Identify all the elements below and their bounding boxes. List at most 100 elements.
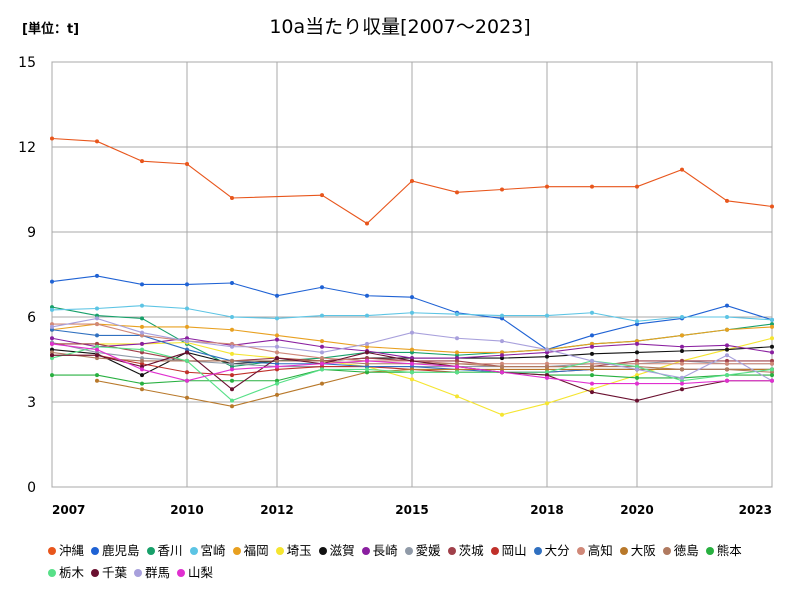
data-point	[410, 310, 414, 315]
data-point	[455, 350, 459, 355]
legend-item: 愛媛	[404, 540, 441, 562]
data-point	[725, 361, 729, 366]
data-point	[230, 387, 234, 392]
data-point	[725, 315, 729, 319]
data-point	[230, 364, 234, 369]
legend-item: 鹿児島	[91, 540, 140, 562]
data-point	[545, 373, 549, 378]
data-point	[275, 293, 279, 298]
legend-label: 徳島	[673, 543, 699, 558]
data-point	[230, 315, 234, 319]
data-point	[140, 364, 144, 369]
data-point	[50, 356, 54, 361]
data-point	[770, 373, 774, 378]
legend-marker	[404, 546, 413, 555]
chart-title: 10a当たり収量[2007～2023]	[269, 16, 531, 38]
data-point	[590, 364, 594, 369]
data-point	[140, 341, 144, 346]
data-point	[410, 356, 414, 361]
data-point	[545, 401, 549, 406]
data-point	[770, 358, 774, 363]
data-point	[455, 361, 459, 366]
legend-item: 熊本	[705, 540, 742, 562]
data-point	[590, 333, 594, 338]
data-point	[50, 350, 54, 355]
data-point	[365, 358, 369, 363]
legend-marker	[91, 546, 100, 555]
data-point	[500, 187, 504, 192]
data-point	[635, 367, 639, 372]
legend-item: 千葉	[91, 562, 127, 584]
data-point	[545, 354, 549, 359]
data-point	[275, 316, 279, 321]
y-tick-label: 15	[18, 55, 36, 71]
data-point	[725, 373, 729, 378]
legend-item: 高知	[576, 540, 613, 562]
data-point	[500, 313, 504, 318]
data-point	[50, 353, 54, 358]
legend-marker	[177, 568, 186, 577]
data-point	[365, 350, 369, 355]
y-tick-label: 6	[27, 310, 36, 326]
data-point	[590, 351, 594, 356]
data-point	[275, 364, 279, 369]
data-point	[365, 356, 369, 361]
data-point	[320, 381, 324, 386]
data-point	[275, 350, 279, 355]
data-point	[185, 162, 189, 166]
data-point	[230, 358, 234, 363]
y-tick-label: 12	[18, 140, 36, 156]
data-point	[95, 306, 99, 311]
data-point	[635, 398, 639, 403]
data-point	[680, 344, 684, 349]
data-point	[365, 313, 369, 318]
legend-item: 岡山	[490, 540, 527, 562]
data-point	[275, 337, 279, 342]
legend-item: 滋賀	[318, 540, 355, 562]
legend-label: 群馬	[145, 565, 171, 580]
data-point	[770, 378, 774, 383]
data-point	[410, 358, 414, 363]
data-point	[725, 353, 729, 358]
data-point	[275, 381, 279, 386]
legend-label: 栃木	[59, 565, 85, 580]
data-point	[590, 390, 594, 395]
legend-label: 熊本	[716, 543, 742, 558]
legend-item: 徳島	[662, 540, 699, 562]
data-point	[590, 310, 594, 315]
data-point	[545, 313, 549, 318]
data-point	[50, 341, 54, 346]
data-point	[50, 136, 54, 141]
data-point	[230, 344, 234, 349]
legend-item: 大分	[533, 540, 570, 562]
data-point	[95, 139, 99, 144]
legend-item: 香川	[146, 540, 183, 562]
data-point	[770, 204, 774, 209]
legend-label: 滋賀	[329, 543, 355, 558]
data-point	[365, 364, 369, 369]
data-point	[320, 364, 324, 369]
data-point	[680, 381, 684, 386]
data-point	[590, 381, 594, 386]
data-point	[635, 361, 639, 366]
data-point	[545, 367, 549, 372]
data-point	[680, 333, 684, 338]
data-point	[680, 387, 684, 392]
data-point	[500, 350, 504, 355]
data-point	[725, 198, 729, 203]
data-point	[320, 350, 324, 355]
data-point	[725, 378, 729, 383]
data-point	[770, 350, 774, 355]
legend-label: 千葉	[102, 565, 128, 580]
data-point	[95, 347, 99, 352]
data-point	[635, 319, 639, 324]
data-point	[635, 358, 639, 363]
data-point	[590, 361, 594, 366]
data-point	[410, 330, 414, 335]
data-point	[410, 179, 414, 183]
data-point	[680, 375, 684, 380]
x-tick-label: 2007	[52, 503, 85, 517]
data-point	[410, 295, 414, 300]
data-point	[230, 341, 234, 346]
